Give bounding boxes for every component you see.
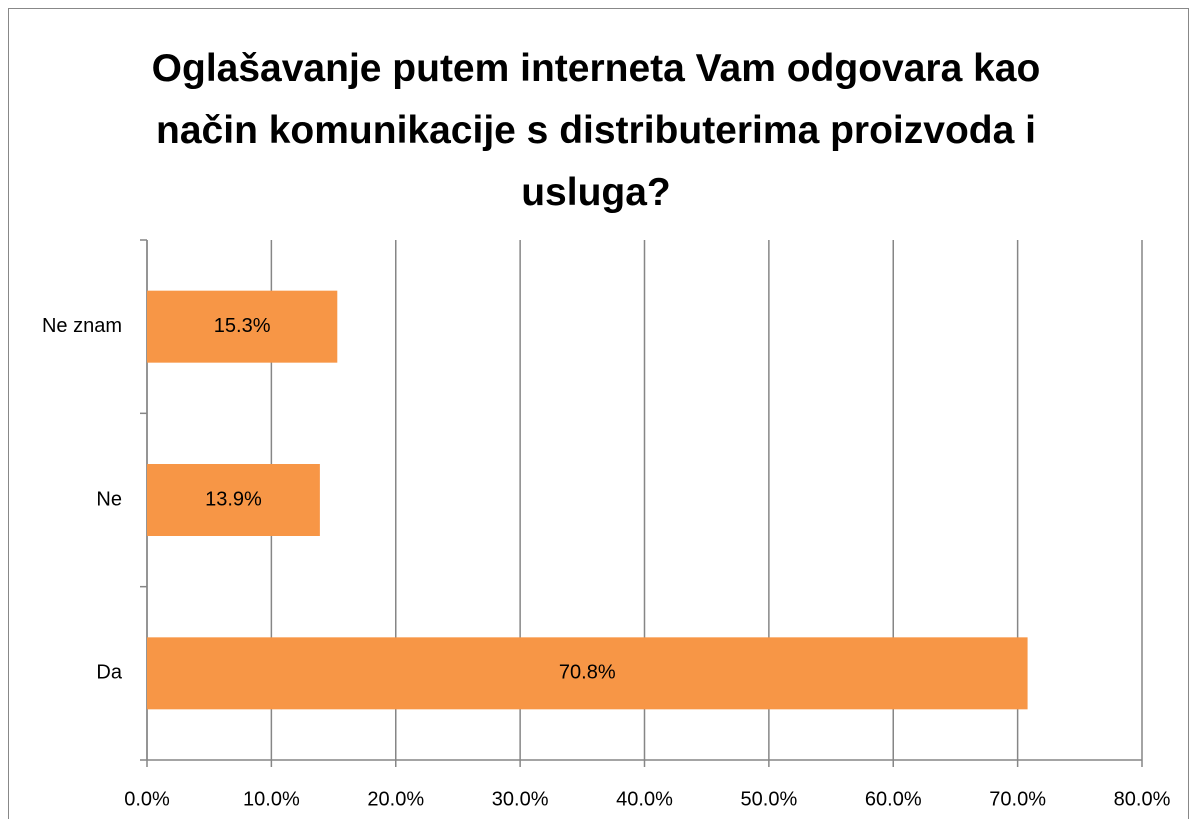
y-tick-label: Ne: [96, 488, 122, 510]
x-tick-label: 70.0%: [989, 788, 1046, 810]
data-label: 70.8%: [559, 662, 616, 684]
x-tick-label: 10.0%: [243, 788, 300, 810]
chart-frame: [8, 8, 1189, 819]
chart-title: Oglašavanje putem interneta Vam odgovara…: [151, 47, 1041, 214]
x-tick-label: 60.0%: [865, 788, 922, 810]
x-tick-label: 40.0%: [616, 788, 673, 810]
y-tick-label: Da: [96, 662, 122, 684]
data-label: 15.3%: [214, 315, 271, 337]
y-tick-label: Ne znam: [42, 315, 122, 337]
x-tick-label: 30.0%: [492, 788, 549, 810]
bar: [147, 290, 338, 363]
x-tick-label: 50.0%: [741, 788, 798, 810]
x-tick-label: 0.0%: [124, 788, 170, 810]
x-tick-label: 20.0%: [367, 788, 424, 810]
data-label: 13.9%: [205, 488, 262, 510]
bar: [147, 464, 320, 536]
x-tick-label: 80.0%: [1114, 788, 1171, 810]
bar: [147, 637, 1028, 710]
